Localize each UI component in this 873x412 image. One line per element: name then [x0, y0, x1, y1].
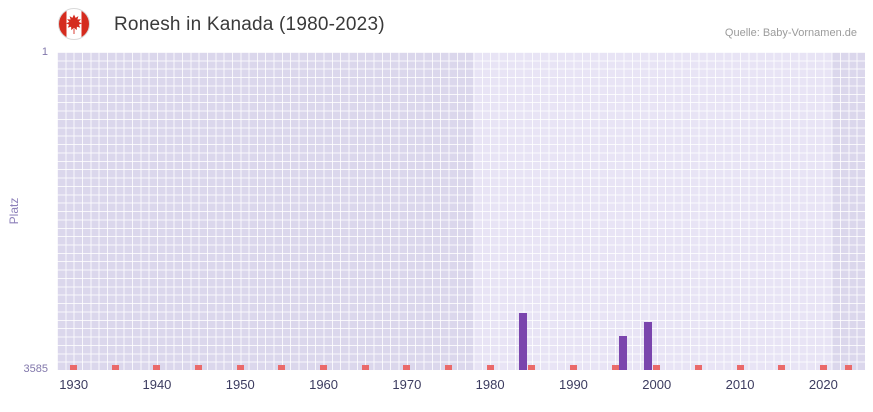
no-rank-marker[interactable] — [736, 365, 744, 370]
x-tick-label: 1950 — [225, 377, 255, 392]
rank-bar[interactable] — [619, 335, 628, 370]
no-rank-marker[interactable] — [778, 365, 786, 370]
no-rank-marker[interactable] — [694, 365, 702, 370]
no-rank-marker[interactable] — [528, 365, 536, 370]
no-rank-marker[interactable] — [403, 365, 411, 370]
no-rank-marker[interactable] — [569, 365, 577, 370]
rank-bar[interactable] — [644, 321, 653, 370]
chart-title: Ronesh in Kanada (1980-2023) — [114, 14, 385, 35]
no-rank-marker[interactable] — [361, 365, 369, 370]
no-rank-marker[interactable] — [70, 365, 78, 370]
y-axis-label: Platz — [7, 197, 21, 225]
no-rank-marker[interactable] — [236, 365, 244, 370]
x-tick-label: 1960 — [309, 377, 339, 392]
x-tick-label: 1970 — [392, 377, 422, 392]
no-rank-marker[interactable] — [819, 365, 827, 370]
x-axis: 1930 1940 1950 1960 1970 1980 1990 2000 2010 2020 — [57, 377, 865, 395]
no-rank-marker[interactable] — [486, 365, 494, 370]
source-attribution: Quelle: Baby-Vornamen.de — [724, 27, 857, 39]
canada-flag-icon — [58, 8, 90, 40]
x-tick-label: 2020 — [808, 377, 838, 392]
no-rank-marker[interactable] — [844, 365, 852, 370]
no-rank-marker[interactable] — [153, 365, 161, 370]
no-rank-marker[interactable] — [111, 365, 119, 370]
no-rank-marker[interactable] — [611, 365, 619, 370]
plot-area[interactable] — [57, 52, 865, 370]
x-tick-label: 1990 — [558, 377, 588, 392]
y-tick-max: 1 — [41, 46, 48, 58]
no-rank-marker[interactable] — [320, 365, 328, 370]
rank-bar[interactable] — [519, 312, 528, 370]
x-tick-label: 2000 — [642, 377, 672, 392]
no-rank-marker[interactable] — [195, 365, 203, 370]
x-tick-label: 1980 — [475, 377, 505, 392]
x-tick-label: 1930 — [59, 377, 89, 392]
x-tick-label: 1940 — [142, 377, 172, 392]
no-rank-marker[interactable] — [653, 365, 661, 370]
x-tick-label: 2010 — [725, 377, 755, 392]
no-rank-marker[interactable] — [445, 365, 452, 370]
y-tick-min: 3585 — [23, 363, 48, 375]
no-rank-marker[interactable] — [278, 365, 286, 370]
